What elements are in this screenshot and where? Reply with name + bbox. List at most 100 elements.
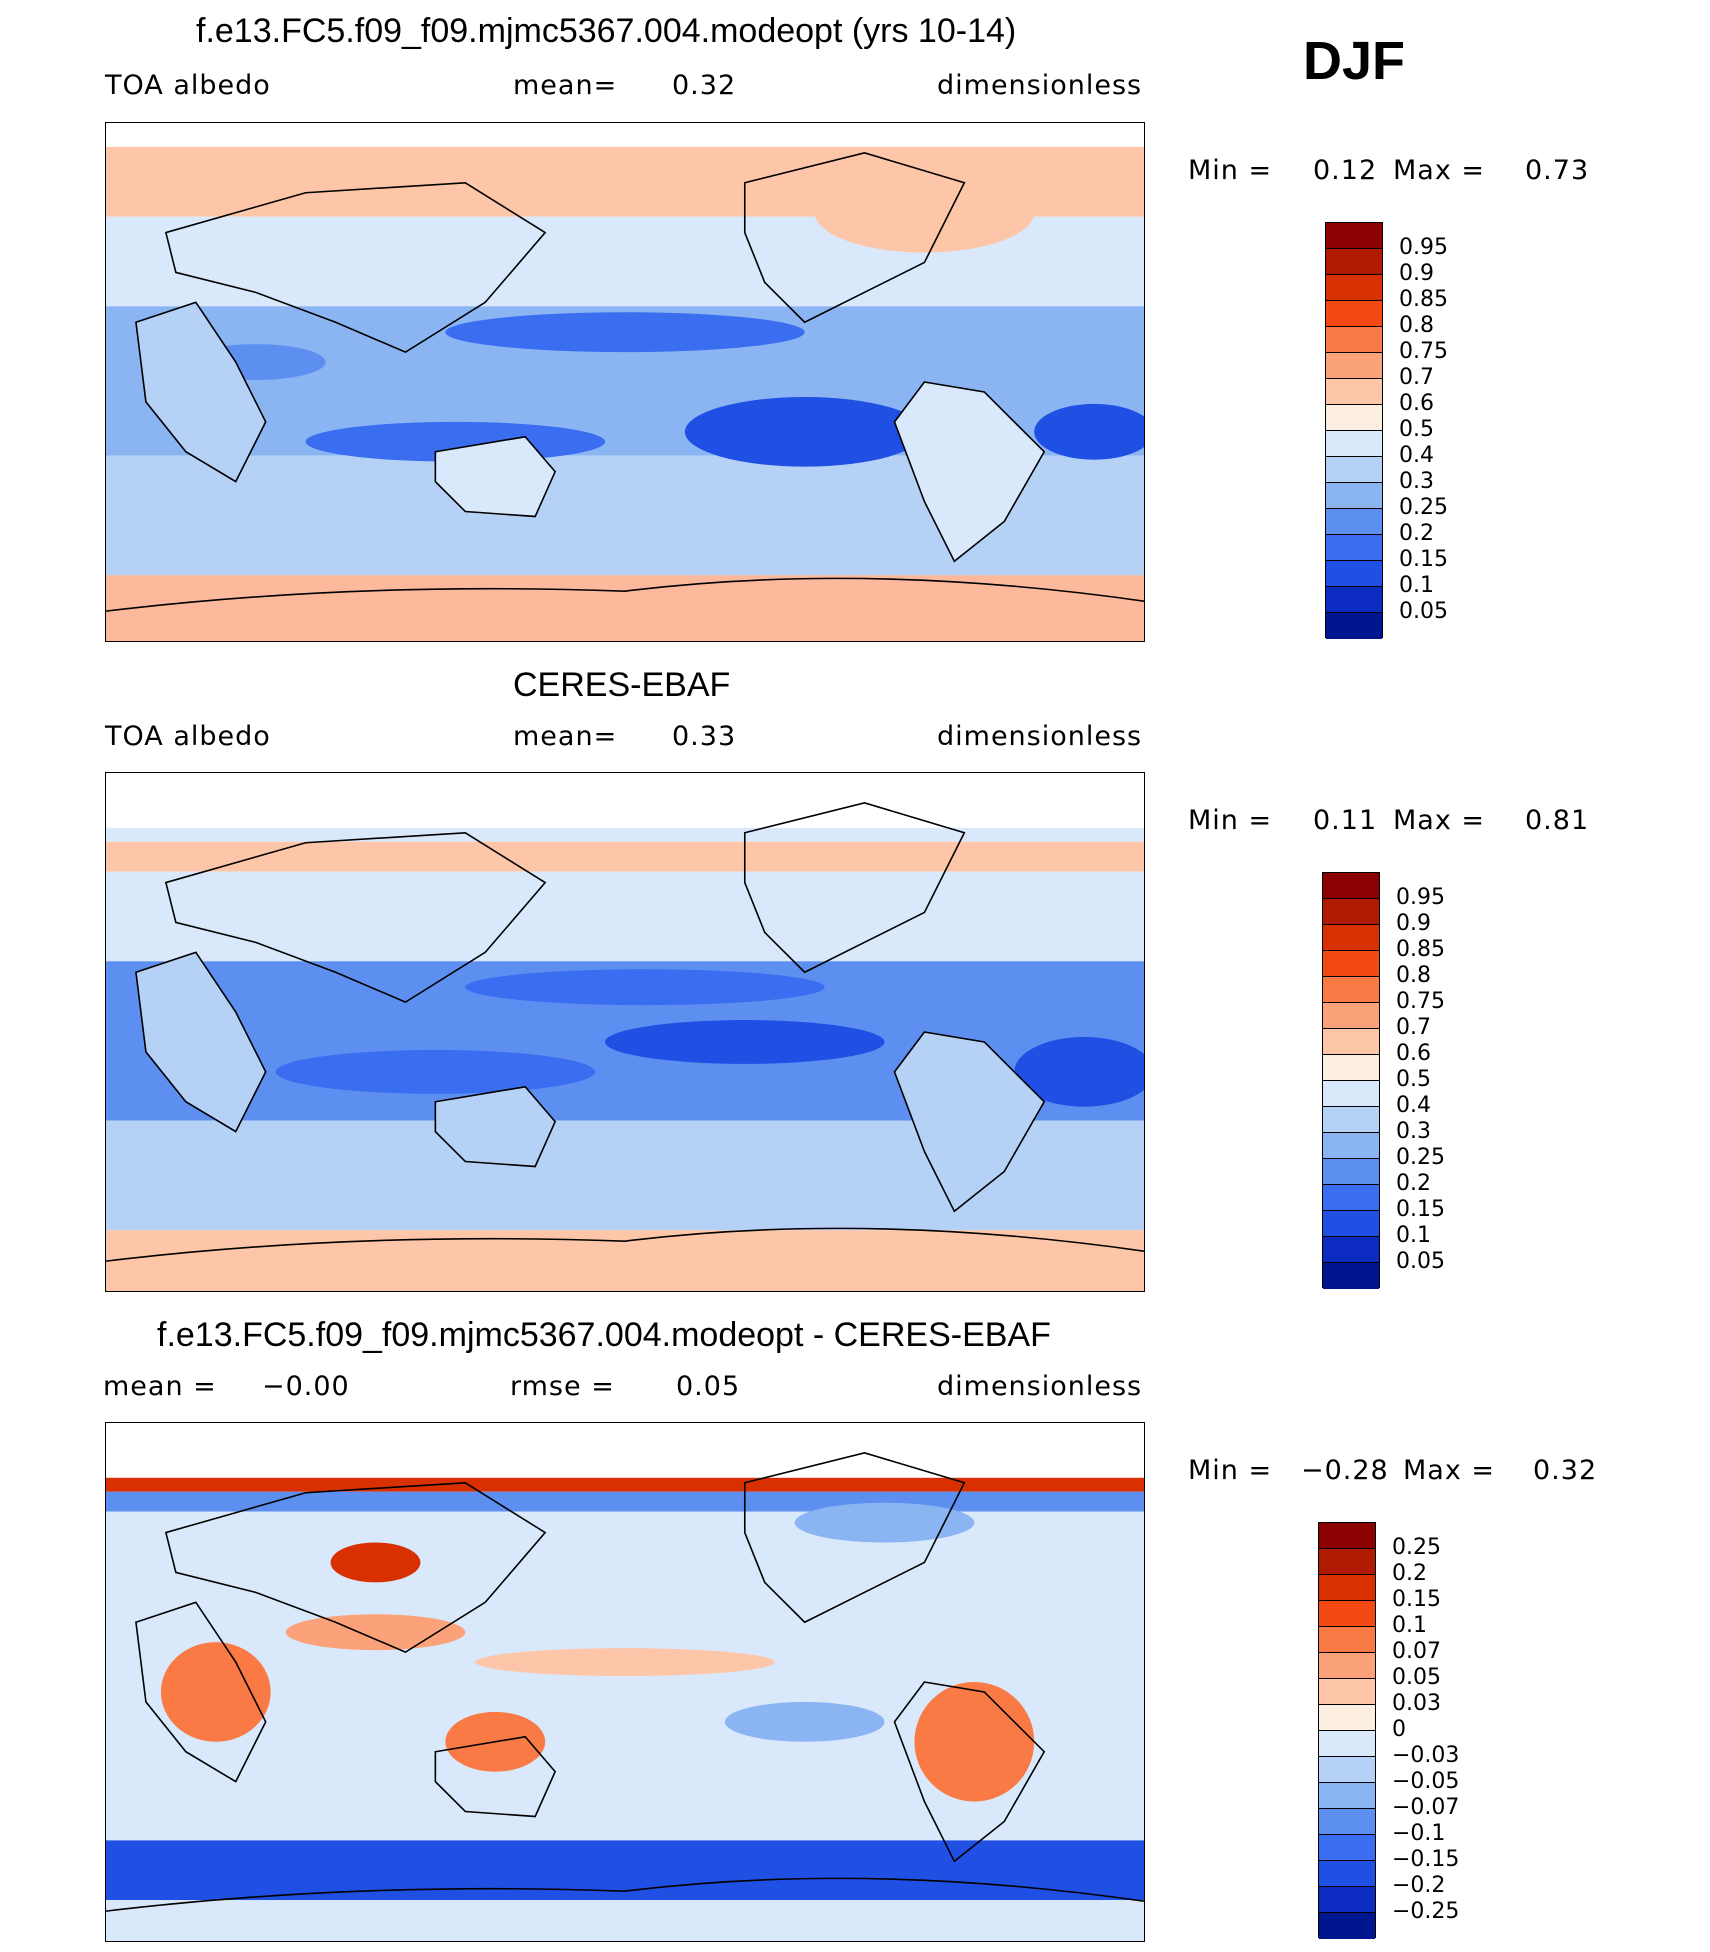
colorbar-level-label: −0.07 [1392, 1795, 1460, 1820]
colorbar-swatch [1319, 1575, 1375, 1601]
panel-1-min-label: Min = [1188, 155, 1273, 186]
panel-2-mean-key: mean= [513, 721, 618, 752]
panel-3-map-svg [106, 1423, 1144, 1941]
colorbar-swatch [1323, 1003, 1379, 1029]
panel-2-map [105, 772, 1145, 1292]
panel-1-max-label: Max = [1393, 155, 1486, 186]
colorbar-swatch [1323, 1159, 1379, 1185]
colorbar-swatch [1319, 1809, 1375, 1835]
colorbar-level-label: 0.4 [1396, 1093, 1431, 1118]
colorbar-swatch [1326, 353, 1382, 379]
colorbar-swatch [1323, 1107, 1379, 1133]
colorbar-box [1325, 222, 1383, 639]
colorbar-swatch [1319, 1757, 1375, 1783]
panel-3-rmse-key: rmse = [510, 1371, 615, 1402]
panel-2-max-label: Max = [1393, 805, 1486, 836]
colorbar-level-label: 0.05 [1392, 1665, 1441, 1690]
colorbar-level-label: −0.25 [1392, 1899, 1460, 1924]
panel-2-units: dimensionless [937, 721, 1143, 752]
colorbar-level-label: 0.2 [1399, 521, 1434, 546]
colorbar-level-label: 0.5 [1399, 417, 1434, 442]
colorbar-level-label: 0.2 [1396, 1171, 1431, 1196]
colorbar-swatch [1319, 1627, 1375, 1653]
panel-2-min-label: Min = [1188, 805, 1273, 836]
panel-3-mean-value: −0.00 [262, 1371, 350, 1402]
colorbar-swatch [1323, 1029, 1379, 1055]
panel-1-mean-key: mean= [513, 70, 618, 101]
colorbar-swatch [1326, 379, 1382, 405]
panel-3-map [105, 1422, 1145, 1942]
colorbar-swatch [1319, 1913, 1375, 1939]
colorbar-level-label: 0.15 [1396, 1197, 1445, 1222]
colorbar-swatch [1323, 1185, 1379, 1211]
colorbar-swatch [1323, 1055, 1379, 1081]
colorbar-swatch [1326, 535, 1382, 561]
colorbar-swatch [1323, 951, 1379, 977]
colorbar-level-label: 0.75 [1399, 339, 1448, 364]
colorbar-level-label: 0.25 [1399, 495, 1448, 520]
colorbar-level-label: 0.15 [1399, 547, 1448, 572]
colorbar-level-label: 0.6 [1396, 1041, 1431, 1066]
colorbar-level-label: −0.03 [1392, 1743, 1460, 1768]
colorbar-level-label: 0.3 [1396, 1119, 1431, 1144]
colorbar-level-label: 0.1 [1392, 1613, 1427, 1638]
colorbar-swatch [1326, 223, 1382, 249]
panel-1-title: f.e13.FC5.f09_f09.mjmc5367.004.modeopt (… [196, 12, 1017, 50]
colorbar-swatch [1319, 1835, 1375, 1861]
colorbar-level-label: −0.05 [1392, 1769, 1460, 1794]
panel-2-min-value: 0.11 [1313, 805, 1378, 836]
colorbar-level-label: 0.85 [1399, 287, 1448, 312]
colorbar-swatch [1323, 1211, 1379, 1237]
colorbar-level-label: 0.1 [1399, 573, 1434, 598]
colorbar-level-label: 0.05 [1396, 1249, 1445, 1274]
colorbar-level-label: 0.15 [1392, 1587, 1441, 1612]
panel-3-max-label: Max = [1403, 1455, 1496, 1486]
panel-3-units: dimensionless [937, 1371, 1143, 1402]
panel-3-title: f.e13.FC5.f09_f09.mjmc5367.004.modeopt -… [157, 1316, 1051, 1354]
colorbar-swatch [1319, 1887, 1375, 1913]
colorbar-level-label: 0.75 [1396, 989, 1445, 1014]
season-label: DJF [1303, 31, 1406, 91]
colorbar-level-label: 0.07 [1392, 1639, 1441, 1664]
colorbar-swatch [1326, 587, 1382, 613]
panel-1-min-value: 0.12 [1313, 155, 1378, 186]
panel-3-max-value: 0.32 [1533, 1455, 1598, 1486]
colorbar-level-label: 0.9 [1399, 261, 1434, 286]
colorbar-level-label: 0.8 [1399, 313, 1434, 338]
colorbar-swatch [1319, 1653, 1375, 1679]
panel-3-rmse-value: 0.05 [676, 1371, 741, 1402]
colorbar-level-label: 0.3 [1399, 469, 1434, 494]
colorbar-level-label: 0.2 [1392, 1561, 1427, 1586]
colorbar-level-label: 0.7 [1399, 365, 1434, 390]
colorbar-level-label: 0.9 [1396, 911, 1431, 936]
colorbar-swatch [1319, 1705, 1375, 1731]
colorbar-swatch [1319, 1783, 1375, 1809]
colorbar-level-label: 0.8 [1396, 963, 1431, 988]
colorbar-level-label: −0.1 [1392, 1821, 1446, 1846]
panel-1-mean-value: 0.32 [672, 70, 737, 101]
colorbar-swatch [1323, 1237, 1379, 1263]
colorbar-swatch [1326, 561, 1382, 587]
colorbar-swatch [1319, 1731, 1375, 1757]
colorbar-swatch [1326, 613, 1382, 639]
colorbar-level-label: 0.03 [1392, 1691, 1441, 1716]
colorbar-swatch [1323, 1263, 1379, 1289]
panel-2-title: CERES-EBAF [513, 666, 731, 704]
colorbar-swatch [1319, 1523, 1375, 1549]
panel-1-units: dimensionless [937, 70, 1143, 101]
colorbar-swatch [1326, 327, 1382, 353]
panel-2-mean-value: 0.33 [672, 721, 737, 752]
colorbar-swatch [1323, 1133, 1379, 1159]
panel-3-min-label: Min = [1188, 1455, 1273, 1486]
colorbar-level-label: −0.2 [1392, 1873, 1446, 1898]
colorbar-level-label: 0.05 [1399, 599, 1448, 624]
colorbar-swatch [1326, 457, 1382, 483]
colorbar-swatch [1326, 405, 1382, 431]
panel-2-max-value: 0.81 [1525, 805, 1590, 836]
panel-1-variable-label: TOA albedo [105, 70, 271, 101]
colorbar-swatch [1319, 1679, 1375, 1705]
colorbar-swatch [1323, 899, 1379, 925]
colorbar-level-label: 0.6 [1399, 391, 1434, 416]
colorbar-swatch [1323, 925, 1379, 951]
colorbar-swatch [1326, 431, 1382, 457]
